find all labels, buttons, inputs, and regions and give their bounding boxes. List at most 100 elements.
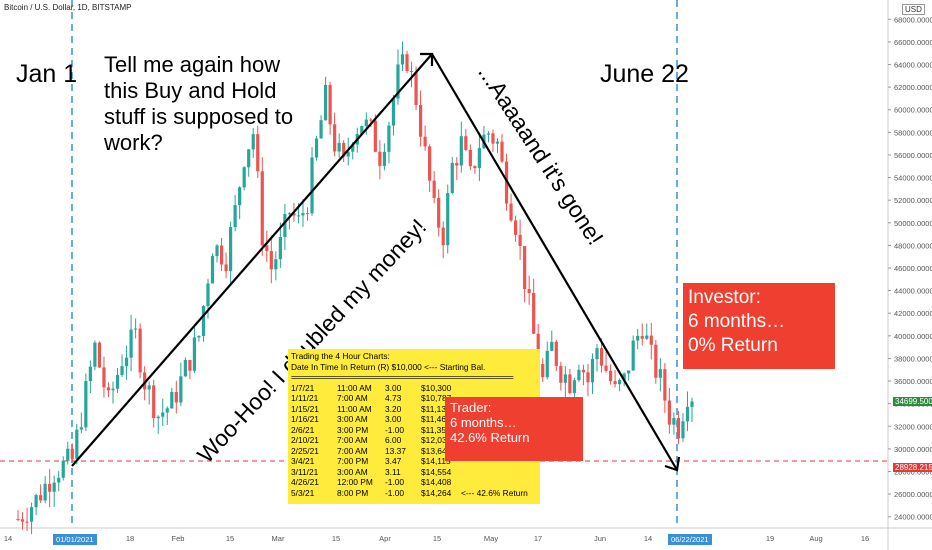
candle-body: [373, 120, 377, 152]
candle-body: [414, 72, 418, 106]
trade-cell: <--- 42.6% Return: [461, 487, 528, 498]
candle-body: [676, 417, 681, 439]
candle-body: [636, 335, 640, 341]
candle-body: [102, 367, 106, 388]
candle-body: [667, 400, 671, 425]
candle-body: [518, 234, 522, 247]
candle-body: [70, 448, 74, 459]
candle-body: [446, 193, 450, 246]
candle-body: [541, 364, 545, 378]
candle-body: [672, 417, 676, 425]
trade-row: 3/4/21 7:00 PM 3.47 $14,115: [291, 456, 537, 467]
trade-cell: 1/15/21: [291, 403, 319, 414]
candle-body: [210, 256, 215, 284]
trade-cell: 2/25/21: [291, 445, 319, 456]
candle-body: [20, 519, 25, 522]
candle-body: [61, 460, 65, 478]
trade-cell: $10,787: [421, 393, 452, 403]
candle-body: [29, 507, 34, 522]
trades-header: Date In Time In Return (R) $10,000 <--- …: [291, 361, 486, 372]
candle-body: [229, 227, 233, 272]
trade-row: 2/10/21 7:00 AM 6.00 $12,033: [291, 435, 537, 446]
candle-body: [631, 340, 635, 371]
y-tick-label: 56000.0000: [894, 151, 932, 160]
trades-title: Trading the 4 Hour Charts:: [291, 351, 390, 361]
trade-cell: 7:00 AM: [337, 445, 368, 456]
candle-body: [39, 495, 43, 501]
candle-body: [52, 482, 56, 492]
candle-body: [256, 134, 260, 172]
trade-cell: $14,115: [421, 456, 451, 466]
candle-body: [627, 370, 631, 374]
candle-body: [477, 148, 481, 169]
candle-body: [645, 335, 649, 339]
candle-body: [242, 167, 246, 188]
trade-row: 4/26/21 12:00 PM -1.00 $14,408: [291, 477, 537, 488]
candle-body: [491, 133, 495, 144]
candle-body: [106, 387, 111, 391]
x-tick-label: 14: [4, 534, 12, 543]
trade-cell: 4/26/21: [291, 477, 319, 487]
candle-body: [455, 163, 459, 166]
x-tick-label: May: [484, 534, 498, 543]
candle-body: [690, 401, 694, 407]
candle-body: [134, 328, 138, 330]
candle-body: [441, 227, 445, 246]
candle-body: [464, 136, 468, 150]
candle-body: [342, 142, 346, 157]
candle-body: [622, 373, 626, 380]
x-tick-label: 14: [644, 534, 652, 543]
y-tick-label: 68000.0000: [894, 15, 932, 24]
candle-body: [120, 366, 124, 375]
trade-cell: $11,466: [421, 414, 451, 424]
x-tick-label: Apr: [379, 534, 391, 543]
trade-cell: 3/4/21: [291, 456, 315, 466]
candle-body: [147, 385, 151, 390]
chart-title: Bitcoin / U.S. Dollar, 1D, BITSTAMP: [4, 3, 132, 12]
y-tick-label: 32000.0000: [894, 422, 932, 431]
x-tick-label: 15: [332, 534, 340, 543]
candle-body: [681, 421, 685, 439]
candle-body: [418, 105, 423, 137]
candle-body: [423, 136, 427, 147]
candle-body: [450, 163, 454, 194]
june22-label: June 22: [600, 60, 689, 88]
candle-body: [337, 142, 341, 152]
x-tick-label: Aug: [809, 534, 822, 543]
candle-body: [296, 215, 301, 217]
candle-body: [378, 151, 382, 166]
x-tick-label: 19: [766, 534, 774, 543]
candle-body: [323, 84, 328, 121]
y-tick-label: 66000.0000: [894, 38, 932, 47]
candle-body: [536, 333, 540, 365]
buy-hold-question: Tell me again how this Buy and Hold stuf…: [104, 52, 294, 155]
trades-separator: ========================================…: [291, 372, 514, 382]
trade-row: 1/11/21 7:00 AM 4.73 $10,787: [291, 393, 537, 404]
candle-body: [66, 448, 70, 461]
candle-body: [88, 366, 92, 382]
y-tick-label: 62000.0000: [894, 83, 932, 92]
candle-body: [405, 54, 409, 72]
trade-cell: 3:00 PM: [337, 424, 369, 435]
trade-cell: 8:00 PM: [337, 487, 369, 498]
currency-badge[interactable]: USD: [902, 4, 925, 15]
candle-body: [314, 138, 319, 158]
candle-body: [201, 306, 206, 337]
trade-cell: [461, 477, 537, 488]
trade-cell: 5/3/21: [291, 487, 315, 498]
downtrend-arrowhead: [664, 456, 681, 472]
candle-body: [75, 429, 79, 459]
trade-cell: -1.00: [385, 487, 405, 498]
x-tick-label: Jun: [594, 534, 606, 543]
trade-row: 2/25/21 7:00 AM 13.37 $13,642: [291, 446, 537, 457]
downtrend-arrow-line: [431, 53, 678, 471]
candle-body: [206, 283, 210, 307]
trade-row: 3/11/21 3:00 AM 3.11 $14,554: [291, 467, 537, 478]
trade-cell: 4.73: [385, 393, 402, 403]
candle-body: [143, 372, 147, 390]
candle-body: [613, 381, 617, 385]
candle-body: [559, 365, 563, 383]
candle-body: [333, 124, 337, 152]
